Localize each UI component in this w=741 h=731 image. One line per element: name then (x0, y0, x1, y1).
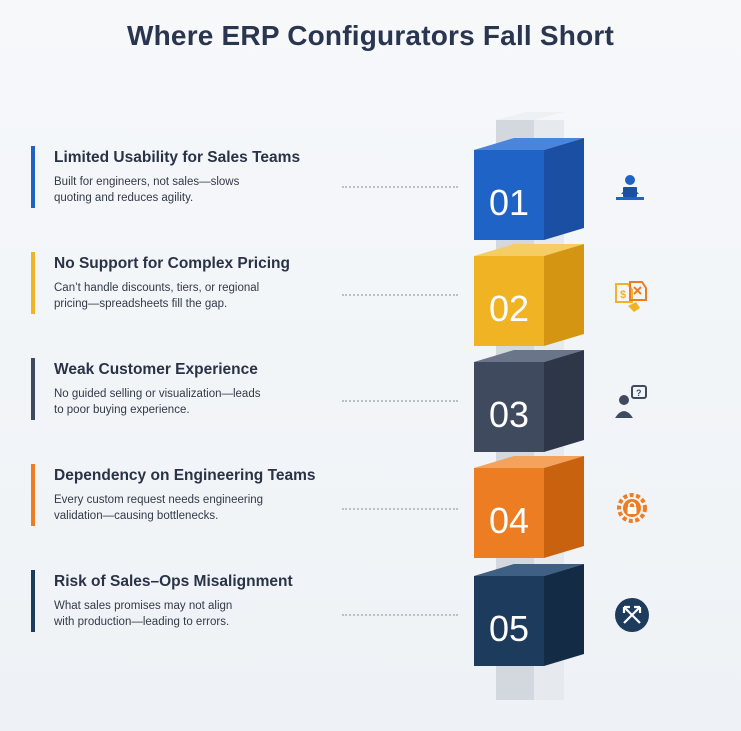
dotted-connector (342, 614, 458, 616)
accent-bar (31, 464, 35, 526)
page-title: Where ERP Configurators Fall Short (127, 20, 614, 51)
dotted-connector (342, 400, 458, 402)
item-title: Weak Customer Experience (54, 361, 258, 378)
cube-number: 02 (489, 288, 529, 329)
pillar-top (496, 112, 564, 120)
description-line: pricing—spreadsheets fill the gap. (54, 298, 228, 310)
description-line: with production—leading to errors. (54, 616, 230, 628)
cube-01: 01 (474, 138, 584, 240)
description-line: Every custom request needs engineering (54, 494, 264, 506)
cube-number: 01 (489, 182, 529, 223)
svg-text:$: $ (620, 289, 626, 301)
item-description: What sales promises may not align with p… (54, 598, 294, 630)
item-title: Dependency on Engineering Teams (54, 467, 316, 484)
price-tags-icon: $ (610, 276, 650, 316)
item-title: Risk of Sales–Ops Misalignment (54, 573, 293, 590)
item-title: Limited Usability for Sales Teams (54, 149, 301, 166)
item-title: No Support for Complex Pricing (54, 255, 290, 272)
item-description: Built for engineers, not sales—slows quo… (54, 174, 294, 206)
accent-bar (31, 252, 35, 314)
accent-bar (31, 570, 35, 632)
description-line: Can’t handle discounts, tiers, or region… (54, 282, 260, 294)
cube-number: 04 (489, 500, 529, 541)
item-description: Can’t handle discounts, tiers, or region… (54, 280, 294, 312)
description-line: What sales promises may not align (54, 600, 233, 612)
customer-question-icon: ? (610, 382, 650, 422)
accent-bar (31, 358, 35, 420)
description-line: No guided selling or visualization—leads (54, 388, 261, 400)
cube-number: 03 (489, 394, 529, 435)
cube-03: 03 (474, 350, 584, 452)
dotted-connector (342, 508, 458, 510)
dotted-connector (342, 294, 458, 296)
cube-02: 02 (474, 244, 584, 346)
dotted-connector (342, 186, 458, 188)
description-line: to poor buying experience. (54, 404, 190, 416)
cube-number: 05 (489, 608, 529, 649)
cube-tower: 01 02 03 04 05 (474, 112, 584, 700)
svg-text:?: ? (636, 388, 642, 398)
diverging-arrows-icon (613, 596, 653, 636)
cube-04: 04 (474, 456, 584, 558)
sales-rep-desk-icon (610, 170, 650, 210)
description-line: validation—causing bottlenecks. (54, 510, 219, 522)
gear-lock-icon (612, 488, 652, 528)
item-description: Every custom request needs engineering v… (54, 492, 294, 524)
accent-bar (31, 146, 35, 208)
description-line: quoting and reduces agility. (54, 192, 194, 204)
cube-05: 05 (474, 564, 584, 666)
item-description: No guided selling or visualization—leads… (54, 386, 294, 418)
description-line: Built for engineers, not sales—slows (54, 176, 240, 188)
